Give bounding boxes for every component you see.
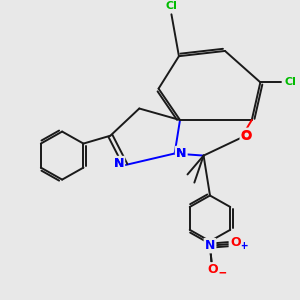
- Text: N: N: [114, 157, 124, 170]
- Text: N: N: [205, 239, 215, 252]
- Text: O: O: [208, 263, 218, 276]
- Text: O: O: [241, 129, 252, 142]
- Text: Cl: Cl: [284, 77, 296, 87]
- Text: N: N: [176, 147, 186, 160]
- Text: O: O: [240, 130, 251, 143]
- Text: N: N: [114, 157, 124, 170]
- Text: Cl: Cl: [166, 1, 177, 11]
- Text: N: N: [114, 157, 124, 170]
- Text: −: −: [217, 266, 227, 279]
- Text: O: O: [208, 263, 218, 276]
- Text: O: O: [241, 129, 252, 142]
- Text: N: N: [176, 147, 186, 160]
- Text: O: O: [230, 236, 241, 249]
- Text: +: +: [240, 241, 249, 250]
- Text: N: N: [176, 147, 186, 160]
- Text: O: O: [230, 236, 241, 249]
- Text: N: N: [205, 239, 215, 252]
